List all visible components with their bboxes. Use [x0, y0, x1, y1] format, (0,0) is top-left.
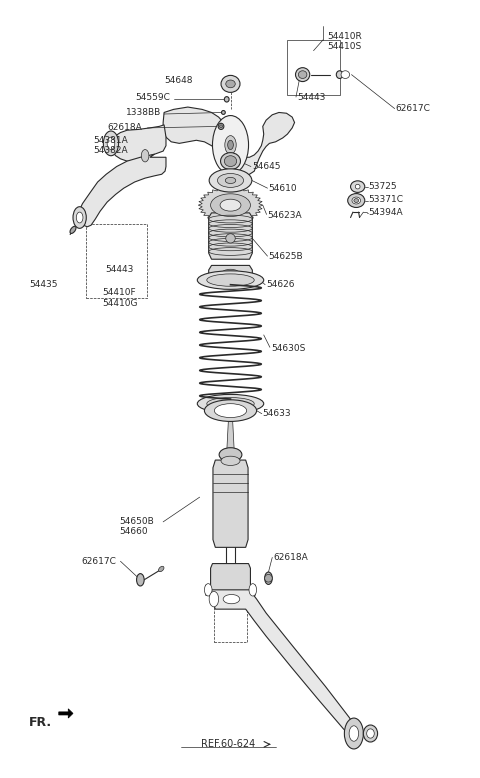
- Ellipse shape: [223, 594, 240, 604]
- Ellipse shape: [158, 566, 164, 572]
- Polygon shape: [213, 460, 248, 548]
- Circle shape: [225, 135, 236, 154]
- Text: 62618A: 62618A: [273, 553, 308, 562]
- Text: 54394A: 54394A: [368, 209, 403, 217]
- Circle shape: [344, 718, 363, 749]
- Text: 54625B: 54625B: [268, 251, 303, 261]
- Text: 54410F
54410G: 54410F 54410G: [102, 288, 138, 307]
- Ellipse shape: [350, 180, 365, 192]
- Circle shape: [73, 207, 86, 228]
- Ellipse shape: [218, 123, 224, 129]
- Circle shape: [213, 116, 249, 174]
- Text: 54630S: 54630S: [271, 344, 305, 352]
- Ellipse shape: [225, 177, 236, 184]
- Text: 54381A
54382A: 54381A 54382A: [93, 136, 128, 156]
- Text: 53725: 53725: [368, 182, 397, 191]
- Circle shape: [204, 584, 212, 596]
- Ellipse shape: [336, 71, 343, 79]
- Polygon shape: [163, 107, 295, 176]
- Text: FR.: FR.: [29, 717, 52, 729]
- Ellipse shape: [211, 194, 251, 216]
- Text: 54623A: 54623A: [267, 211, 302, 219]
- Ellipse shape: [204, 400, 257, 422]
- Ellipse shape: [264, 574, 272, 582]
- Polygon shape: [206, 563, 255, 595]
- Polygon shape: [212, 590, 358, 738]
- Text: 54626: 54626: [266, 280, 295, 289]
- Ellipse shape: [299, 71, 307, 79]
- Polygon shape: [198, 187, 263, 223]
- Ellipse shape: [209, 169, 252, 192]
- Ellipse shape: [219, 447, 242, 461]
- Circle shape: [103, 131, 119, 156]
- Text: 62618A: 62618A: [107, 124, 142, 132]
- Ellipse shape: [221, 110, 225, 114]
- Ellipse shape: [221, 75, 240, 93]
- Text: 54610: 54610: [268, 184, 297, 193]
- Circle shape: [141, 149, 149, 162]
- Ellipse shape: [348, 194, 365, 208]
- Text: 54559C: 54559C: [136, 93, 170, 101]
- Ellipse shape: [367, 729, 374, 738]
- Ellipse shape: [341, 71, 349, 79]
- Circle shape: [137, 573, 144, 586]
- Ellipse shape: [221, 456, 240, 465]
- Circle shape: [228, 140, 233, 149]
- Ellipse shape: [197, 271, 264, 289]
- Text: 54443: 54443: [297, 93, 325, 101]
- Text: 54435: 54435: [29, 280, 58, 289]
- Circle shape: [209, 591, 219, 607]
- Ellipse shape: [226, 80, 235, 88]
- Bar: [86, 225, 147, 298]
- Polygon shape: [209, 213, 252, 259]
- Ellipse shape: [224, 96, 229, 102]
- Ellipse shape: [215, 404, 247, 418]
- Polygon shape: [59, 709, 73, 718]
- Bar: [288, 40, 340, 96]
- Ellipse shape: [224, 156, 237, 166]
- Bar: [214, 584, 247, 642]
- Polygon shape: [227, 416, 234, 452]
- Ellipse shape: [217, 173, 243, 187]
- Ellipse shape: [363, 725, 378, 742]
- Ellipse shape: [355, 184, 360, 189]
- Text: 62617C: 62617C: [396, 104, 431, 113]
- Text: 53371C: 53371C: [368, 195, 403, 205]
- Ellipse shape: [352, 197, 360, 204]
- Text: 54648: 54648: [164, 75, 192, 85]
- Text: 54443: 54443: [105, 265, 133, 274]
- Ellipse shape: [354, 198, 359, 202]
- Circle shape: [76, 212, 83, 223]
- Ellipse shape: [197, 394, 264, 413]
- Polygon shape: [209, 265, 252, 284]
- Ellipse shape: [220, 152, 240, 170]
- Text: REF.60-624: REF.60-624: [201, 739, 255, 749]
- Ellipse shape: [207, 274, 254, 286]
- Circle shape: [264, 572, 272, 584]
- Ellipse shape: [207, 398, 254, 410]
- Ellipse shape: [226, 233, 235, 243]
- Ellipse shape: [296, 68, 310, 82]
- Polygon shape: [111, 124, 166, 161]
- Text: 54650B
54660: 54650B 54660: [119, 517, 154, 536]
- Text: 1338BB: 1338BB: [126, 108, 161, 117]
- Circle shape: [349, 726, 359, 741]
- Text: 54410R
54410S: 54410R 54410S: [328, 32, 362, 51]
- Circle shape: [107, 137, 115, 149]
- Circle shape: [249, 584, 257, 596]
- Text: 54645: 54645: [252, 162, 280, 171]
- Ellipse shape: [219, 124, 222, 128]
- Text: 54633: 54633: [263, 409, 291, 419]
- Ellipse shape: [70, 226, 76, 233]
- Text: 62617C: 62617C: [81, 557, 116, 566]
- Polygon shape: [79, 154, 166, 226]
- Ellipse shape: [221, 269, 240, 279]
- Ellipse shape: [220, 199, 241, 211]
